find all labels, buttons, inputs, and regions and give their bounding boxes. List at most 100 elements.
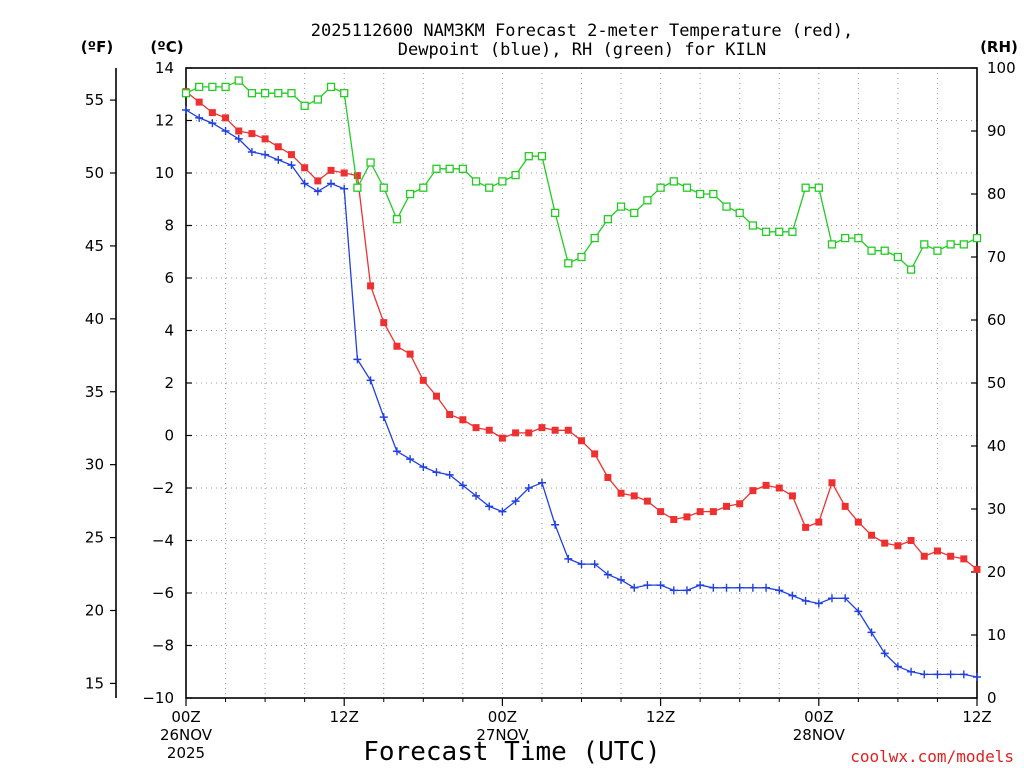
rh-point [761,227,771,236]
dewpoint-point [907,667,916,676]
temperature-point [802,523,810,531]
rh-tick-label: 10 [987,626,1006,644]
dewpoint-point [748,583,757,592]
temperature-point [657,508,665,516]
dewpoint-point [669,586,678,595]
dewpoint-point [656,581,665,590]
dewpoint-point [247,148,256,156]
temperature-point [222,114,230,122]
rh-point [498,177,507,186]
rh-tick-label: 100 [987,59,1016,77]
temperature-point [894,542,902,550]
celsius-tick-label: −6 [152,584,174,602]
rh-tick-label: 0 [987,689,997,707]
dewpoint-point [195,113,204,122]
fahrenheit-tick-label: 25 [85,529,104,547]
rh-point [709,189,718,199]
rh-point [274,89,283,98]
temperature-point [670,516,678,523]
celsius-unit-label: (ºC) [150,38,183,56]
rh-point [682,183,692,192]
temperature-point [907,537,915,544]
fahrenheit-tick-label: 55 [85,91,104,109]
rh-tick-label: 30 [987,500,1006,518]
x-axis-label: Forecast Time (UTC) [363,737,660,767]
temperature-point [367,282,375,290]
rh-tick-label: 50 [987,374,1006,392]
rh-point [445,164,454,173]
rh-point [247,89,257,98]
rh-point [405,189,415,199]
rh-point [260,89,270,98]
celsius-tick-label: 4 [164,322,174,340]
rh-point [735,208,744,218]
series-dewpoint [182,106,981,681]
fahrenheit-tick-label: 20 [85,602,104,620]
dewpoint-point [406,455,415,464]
dewpoint-point [590,560,599,569]
temperature-point [643,497,651,505]
temperature-point [630,492,638,500]
rh-unit-label: (RH) [980,38,1018,56]
rh-point [577,252,586,262]
dewpoint-point [182,106,190,114]
dewpoint-point [458,481,467,490]
dewpoint-point [208,119,217,128]
rh-point [775,227,784,236]
celsius-tick-label: 10 [155,164,174,182]
rh-tick-label: 70 [987,248,1006,266]
rh-point [801,183,810,192]
rh-point [181,89,191,98]
rh-point [379,183,388,192]
temperature-point [248,130,256,138]
rh-point [603,215,613,224]
fahrenheit-tick-label: 35 [85,383,104,401]
dewpoint-point [551,520,560,529]
fahrenheit-unit-label: (ºF) [81,38,113,56]
temperature-point [301,164,309,172]
rh-point [880,246,889,255]
temperature-point [472,424,480,432]
temperature-point [261,135,269,143]
rh-tick-label: 90 [987,122,1006,140]
dewpoint-point [313,187,322,196]
rh-point [524,152,533,161]
dewpoint-point [537,478,546,487]
rh-point [946,240,955,249]
tick-labels: 14121086420−2−4−6−8−10555045403530252015… [85,59,1016,762]
dewpoint-point [221,127,230,135]
temperature-point [340,169,348,177]
rh-point [234,76,243,85]
rh-point [630,208,639,218]
dewpoint-point [340,184,349,193]
x-tick-label: 12Z [646,708,675,726]
temperature-point [446,411,454,418]
temperature-point [287,151,295,159]
rh-point [696,189,705,199]
x-tick-date-label: 26NOV [160,726,213,744]
temperature-point [380,319,388,327]
dewpoint-point [643,581,652,590]
temperature-point [933,547,941,555]
temperature-point [327,166,335,174]
dewpoint-point [287,161,296,170]
dewpoint-point [564,554,573,563]
dewpoint-point [630,583,639,592]
series-temperature [182,88,981,573]
fahrenheit-tick-label: 30 [85,456,104,474]
fahrenheit-tick-label: 45 [85,237,104,255]
temperature-point [525,429,533,437]
rh-point [972,233,982,243]
temperature-point [749,487,757,495]
dewpoint-point [524,484,533,492]
rh-point [827,240,837,249]
dewpoint-point [920,670,929,679]
dewpoint-point [893,662,902,671]
dewpoint-point [880,649,889,658]
rh-point [590,233,599,243]
dewpoint-point [261,150,270,159]
rh-point [287,89,296,98]
rh-point [353,183,362,192]
celsius-tick-label: −2 [152,479,174,497]
dewpoint-point [300,179,309,188]
